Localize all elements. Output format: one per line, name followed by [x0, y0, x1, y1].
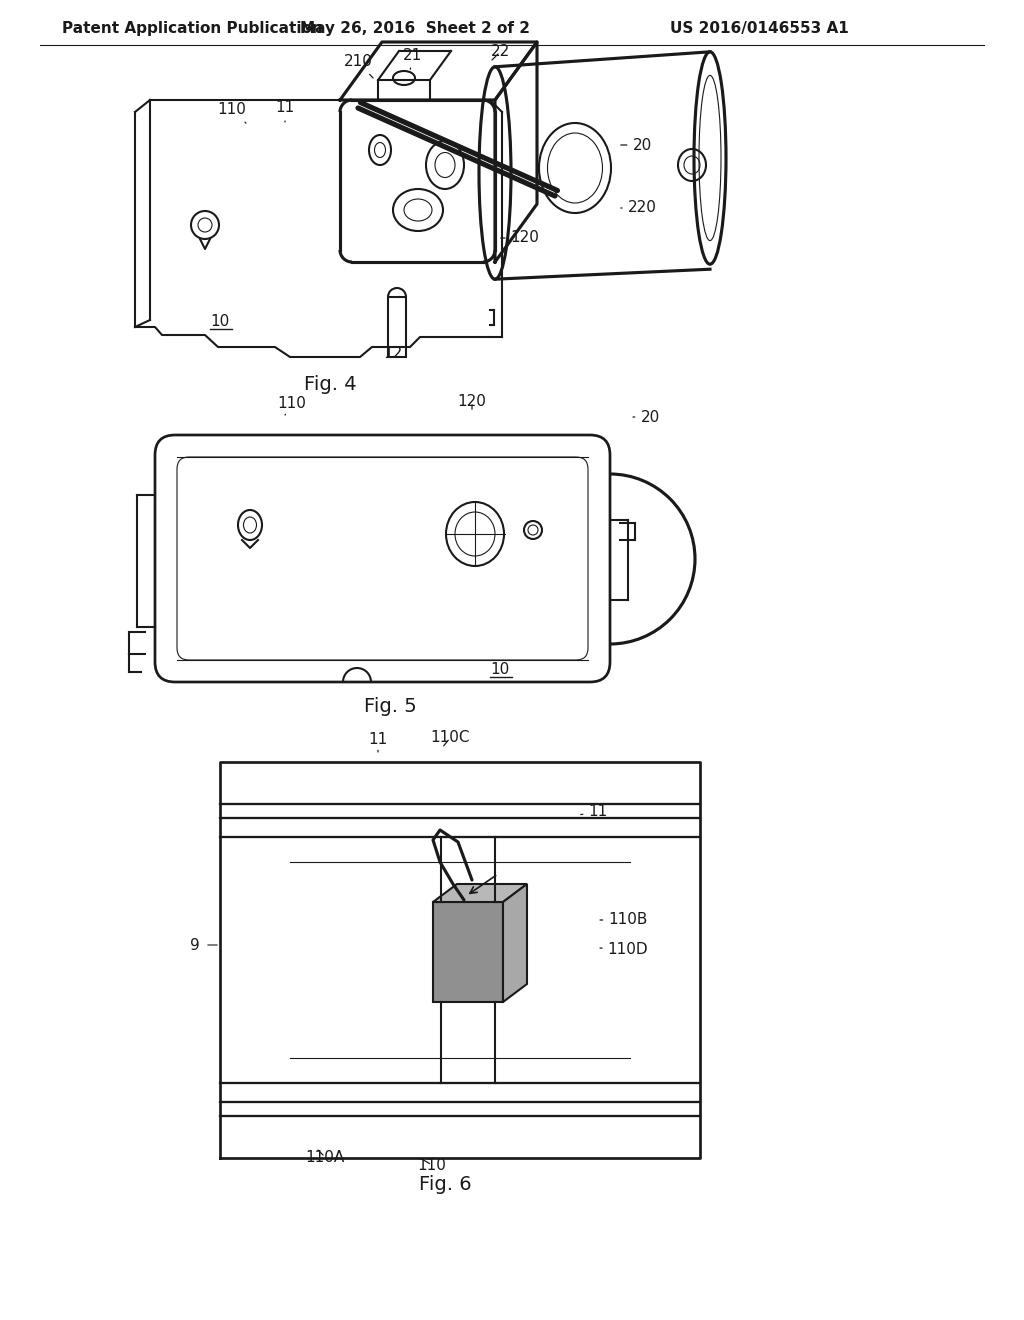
- Text: Patent Application Publication: Patent Application Publication: [62, 21, 323, 36]
- Text: 210: 210: [344, 54, 373, 78]
- Bar: [388, 297, 406, 356]
- Polygon shape: [433, 884, 527, 902]
- Text: 110C: 110C: [430, 730, 470, 746]
- Text: 110A: 110A: [305, 1150, 345, 1164]
- Text: 120: 120: [501, 231, 540, 246]
- Text: 20: 20: [621, 137, 651, 153]
- Text: Fig. 6: Fig. 6: [419, 1176, 471, 1195]
- Text: 110: 110: [217, 103, 247, 123]
- Text: Fig. 4: Fig. 4: [304, 375, 356, 395]
- Text: 11: 11: [369, 733, 388, 752]
- Text: 110B: 110B: [600, 912, 648, 928]
- Polygon shape: [503, 884, 527, 1002]
- Text: 22: 22: [490, 45, 510, 59]
- Text: 110: 110: [418, 1158, 446, 1172]
- Text: 110D: 110D: [600, 942, 648, 957]
- Text: 9: 9: [190, 937, 200, 953]
- Bar: [433, 902, 503, 1002]
- FancyBboxPatch shape: [155, 436, 610, 682]
- Text: 10: 10: [490, 663, 510, 677]
- Text: 20: 20: [633, 409, 659, 425]
- Text: 11: 11: [581, 804, 607, 820]
- Text: 12: 12: [383, 346, 402, 360]
- Text: 21: 21: [402, 48, 422, 69]
- Text: 10: 10: [210, 314, 229, 330]
- Text: Fig. 5: Fig. 5: [364, 697, 417, 717]
- Text: 220: 220: [621, 201, 656, 215]
- Text: US 2016/0146553 A1: US 2016/0146553 A1: [670, 21, 849, 36]
- Text: 120: 120: [458, 395, 486, 409]
- Text: 110: 110: [278, 396, 306, 414]
- Text: 11: 11: [275, 100, 295, 121]
- Text: May 26, 2016  Sheet 2 of 2: May 26, 2016 Sheet 2 of 2: [300, 21, 530, 36]
